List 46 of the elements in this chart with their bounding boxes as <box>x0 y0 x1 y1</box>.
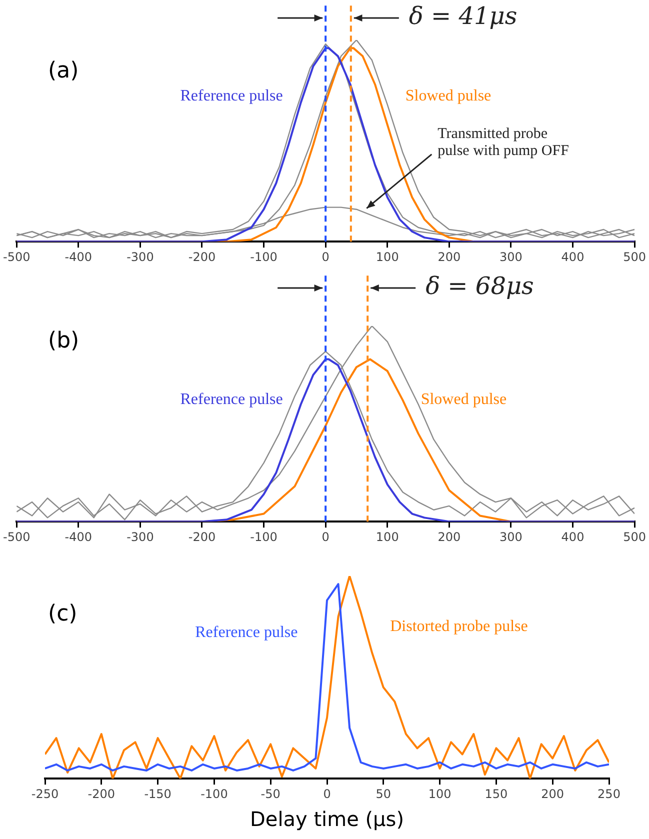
x-tick-label: 0 <box>323 786 331 801</box>
text: (c) <box>48 602 78 627</box>
x-tick-label: 100 <box>376 530 399 544</box>
x-tick-label: 0 <box>322 530 330 544</box>
x-tick-label: -300 <box>126 530 154 544</box>
series-label: Distorted probe pulse <box>390 618 528 635</box>
series-label: Reference pulse <box>195 624 298 641</box>
x-tick-label: -200 <box>88 786 116 801</box>
annotation: Transmitted probe pulse with pump OFF <box>438 126 569 159</box>
text: δ = 41μs <box>408 2 518 30</box>
series-label: Slowed pulse <box>420 391 507 408</box>
x-tick-label: -500 <box>3 530 30 544</box>
x-tick-label: 200 <box>541 786 564 801</box>
x-tick-label: -100 <box>250 530 278 544</box>
x-tick-label: 300 <box>500 530 522 544</box>
x-tick-label: -250 <box>31 786 59 801</box>
x-tick-label: 250 <box>598 786 620 801</box>
x-tick-label: 200 <box>438 530 461 544</box>
x-tick-label: 400 <box>561 530 584 544</box>
x-tick-label: -400 <box>64 250 92 264</box>
x-tick-label: 100 <box>428 786 452 801</box>
x-tick-label: 200 <box>438 250 461 264</box>
chart-title: (b) <box>48 328 80 354</box>
x-tick-label: 0 <box>322 250 330 264</box>
x-tick-label: -50 <box>260 786 280 801</box>
x-tick-label: 50 <box>376 786 392 801</box>
x-tick-label: -500 <box>3 250 30 264</box>
x-tick-label: 100 <box>376 250 399 264</box>
series-label: Reference pulse <box>180 88 283 105</box>
series-label: Slowed pulse <box>405 88 492 105</box>
x-tick-label: -100 <box>200 786 228 801</box>
x-tick-label: 300 <box>500 250 522 264</box>
x-tick-label: -100 <box>250 250 278 264</box>
x-tick-label: -300 <box>126 250 154 264</box>
text: (a) <box>48 58 79 84</box>
x-tick-label: 500 <box>623 250 646 264</box>
x-tick-label: 150 <box>484 786 508 801</box>
x-axis-title: Delay time (μs) <box>250 807 404 832</box>
x-tick-label: 500 <box>623 530 646 544</box>
x-tick-label: -400 <box>64 530 92 544</box>
x-tick-label: -200 <box>188 530 216 544</box>
x-tick-label: -200 <box>188 250 216 264</box>
text: δ = 68μs <box>426 272 534 300</box>
series-label: Reference pulse <box>180 391 283 408</box>
x-tick-label: 400 <box>561 250 584 264</box>
x-tick-label: -150 <box>144 786 172 801</box>
